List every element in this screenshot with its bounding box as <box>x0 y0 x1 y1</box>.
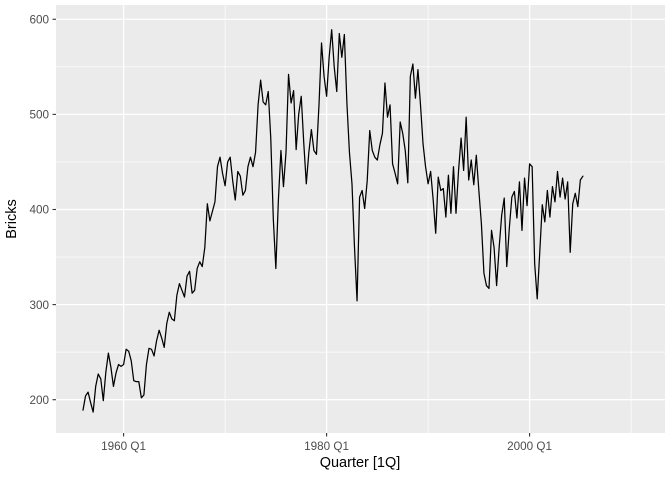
x-tick-label: 1980 Q1 <box>304 440 349 453</box>
x-axis-ticks <box>123 433 531 437</box>
y-axis-ticks <box>52 18 56 401</box>
x-tick-label: 1960 Q1 <box>101 440 146 453</box>
x-axis-title: Quarter [1Q] <box>320 455 401 471</box>
y-axis-title: Bricks <box>4 199 20 238</box>
y-axis-tick-labels: 200 300 400 500 600 <box>29 13 49 406</box>
y-tick-label: 500 <box>29 109 49 122</box>
y-tick-label: 400 <box>29 204 49 217</box>
y-tick-label: 600 <box>29 13 49 26</box>
bricks-series-line <box>82 29 584 413</box>
x-tick-label: 2000 Q1 <box>507 440 552 453</box>
y-tick-label: 300 <box>29 299 49 312</box>
plot-panel <box>56 5 665 433</box>
minor-gridlines <box>56 5 665 433</box>
y-tick-label: 200 <box>29 394 49 407</box>
x-axis-tick-labels: 1960 Q1 1980 Q1 2000 Q1 <box>101 440 552 453</box>
